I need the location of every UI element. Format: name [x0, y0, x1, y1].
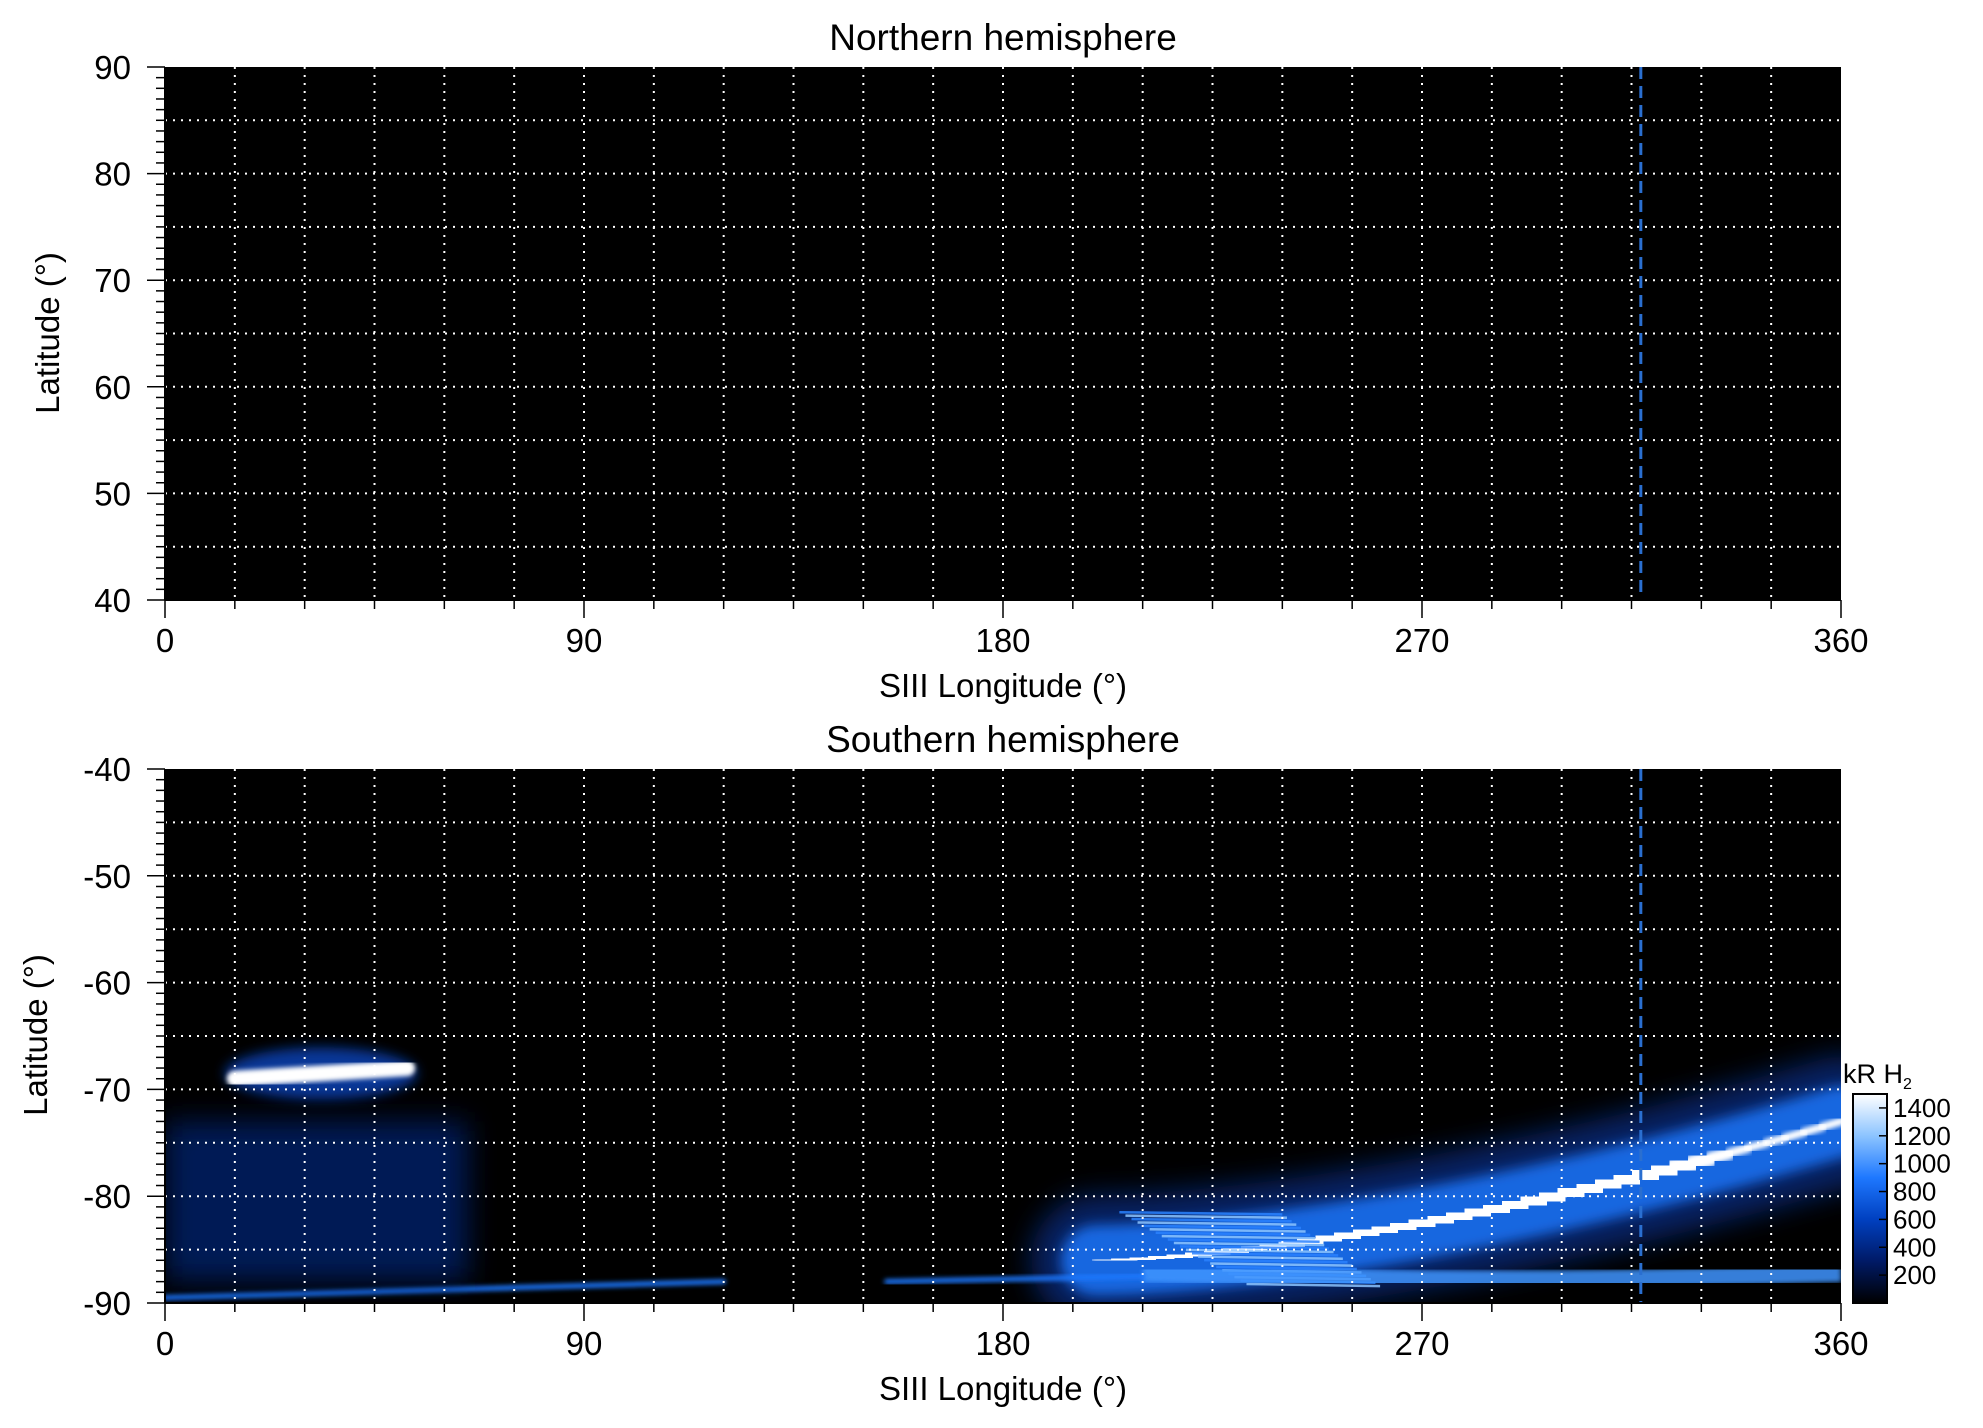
- north-xlabel: SIII Longitude (°): [879, 667, 1127, 704]
- y-tick-label: -40: [83, 751, 131, 788]
- y-tick-label: -70: [83, 1071, 131, 1108]
- north-title: Northern hemisphere: [829, 17, 1177, 58]
- y-tick-label: -50: [83, 858, 131, 895]
- y-tick-label: -60: [83, 965, 131, 1002]
- south-xlabel: SIII Longitude (°): [879, 1370, 1127, 1407]
- x-tick-label: 180: [975, 622, 1030, 659]
- colorbar-tick-label: 600: [1893, 1204, 1936, 1234]
- colorbar-tick-label: 1000: [1893, 1149, 1951, 1179]
- south-title: Southern hemisphere: [826, 719, 1180, 760]
- y-tick-label: -90: [83, 1285, 131, 1322]
- y-tick-label: 60: [94, 369, 131, 406]
- y-tick-label: 50: [94, 475, 131, 512]
- colorbar-label-main: kR H: [1843, 1059, 1903, 1089]
- x-tick-label: 270: [1394, 1325, 1449, 1362]
- x-tick-label: 360: [1813, 622, 1868, 659]
- north-ylabel: Latitude (°): [29, 252, 66, 414]
- emission-oval-arc-segment: [1822, 1121, 1841, 1127]
- colorbar-tick-label: 200: [1893, 1260, 1936, 1290]
- panel-south: Southern hemisphere 0 90 180 270 360 -40 -50 -6…: [17, 719, 1869, 1407]
- colorbar-bar: [1853, 1094, 1887, 1303]
- colorbar-tick-label: 400: [1893, 1232, 1936, 1262]
- x-tick-label: 180: [975, 1325, 1030, 1362]
- colorbar-tick-label: 1200: [1893, 1121, 1951, 1151]
- y-tick-label: 90: [94, 49, 131, 86]
- emission-oval-spot-low-longitude: [235, 1068, 407, 1079]
- colorbar-label-subscript: 2: [1903, 1076, 1912, 1093]
- colorbar-tick-label: 800: [1893, 1177, 1936, 1207]
- x-tick-label: 0: [156, 622, 174, 659]
- colorbar-label: kR H2: [1843, 1059, 1912, 1093]
- y-tick-label: -80: [83, 1178, 131, 1215]
- y-tick-label: 70: [94, 262, 131, 299]
- x-tick-label: 360: [1813, 1325, 1868, 1362]
- emission-diffuse-low-longitude: [165, 1121, 468, 1281]
- x-tick-label: 90: [566, 1325, 603, 1362]
- x-tick-label: 270: [1394, 622, 1449, 659]
- panel-north: Northern hemisphere 0 90 180 270 360 40 50 60 70…: [29, 17, 1869, 704]
- x-tick-label: 90: [566, 622, 603, 659]
- y-tick-label: 40: [94, 582, 131, 619]
- x-tick-label: 0: [156, 1325, 174, 1362]
- colorbar-tick-label: 1400: [1893, 1093, 1951, 1123]
- south-ylabel: Latitude (°): [17, 954, 54, 1116]
- y-tick-label: 80: [94, 156, 131, 193]
